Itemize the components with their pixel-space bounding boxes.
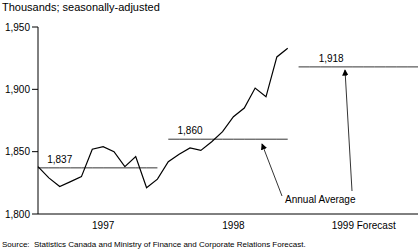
svg-text:1,918: 1,918: [319, 53, 344, 64]
svg-text:Annual Average: Annual Average: [285, 194, 356, 205]
html-text:Thousands; seasonally-adjusted: Thousands; seasonally-adjusted: [2, 1, 160, 13]
svg-text:1,837: 1,837: [47, 154, 72, 165]
svg-text:1,800: 1,800: [8, 209, 30, 220]
svg-text:1998: 1998: [222, 220, 245, 231]
svg-text:1,860: 1,860: [177, 125, 202, 136]
svg-text:1997: 1997: [92, 220, 115, 231]
html-text:Source: Statistics Canada and: Source: Statistics Canada and Ministry o…: [2, 240, 306, 249]
svg-text:1,850: 1,850: [8, 146, 30, 157]
svg-text:1,900: 1,900: [8, 84, 30, 95]
svg-text:1,950: 1,950: [8, 22, 30, 33]
svg-text:1999 Forecast: 1999 Forecast: [332, 220, 396, 231]
